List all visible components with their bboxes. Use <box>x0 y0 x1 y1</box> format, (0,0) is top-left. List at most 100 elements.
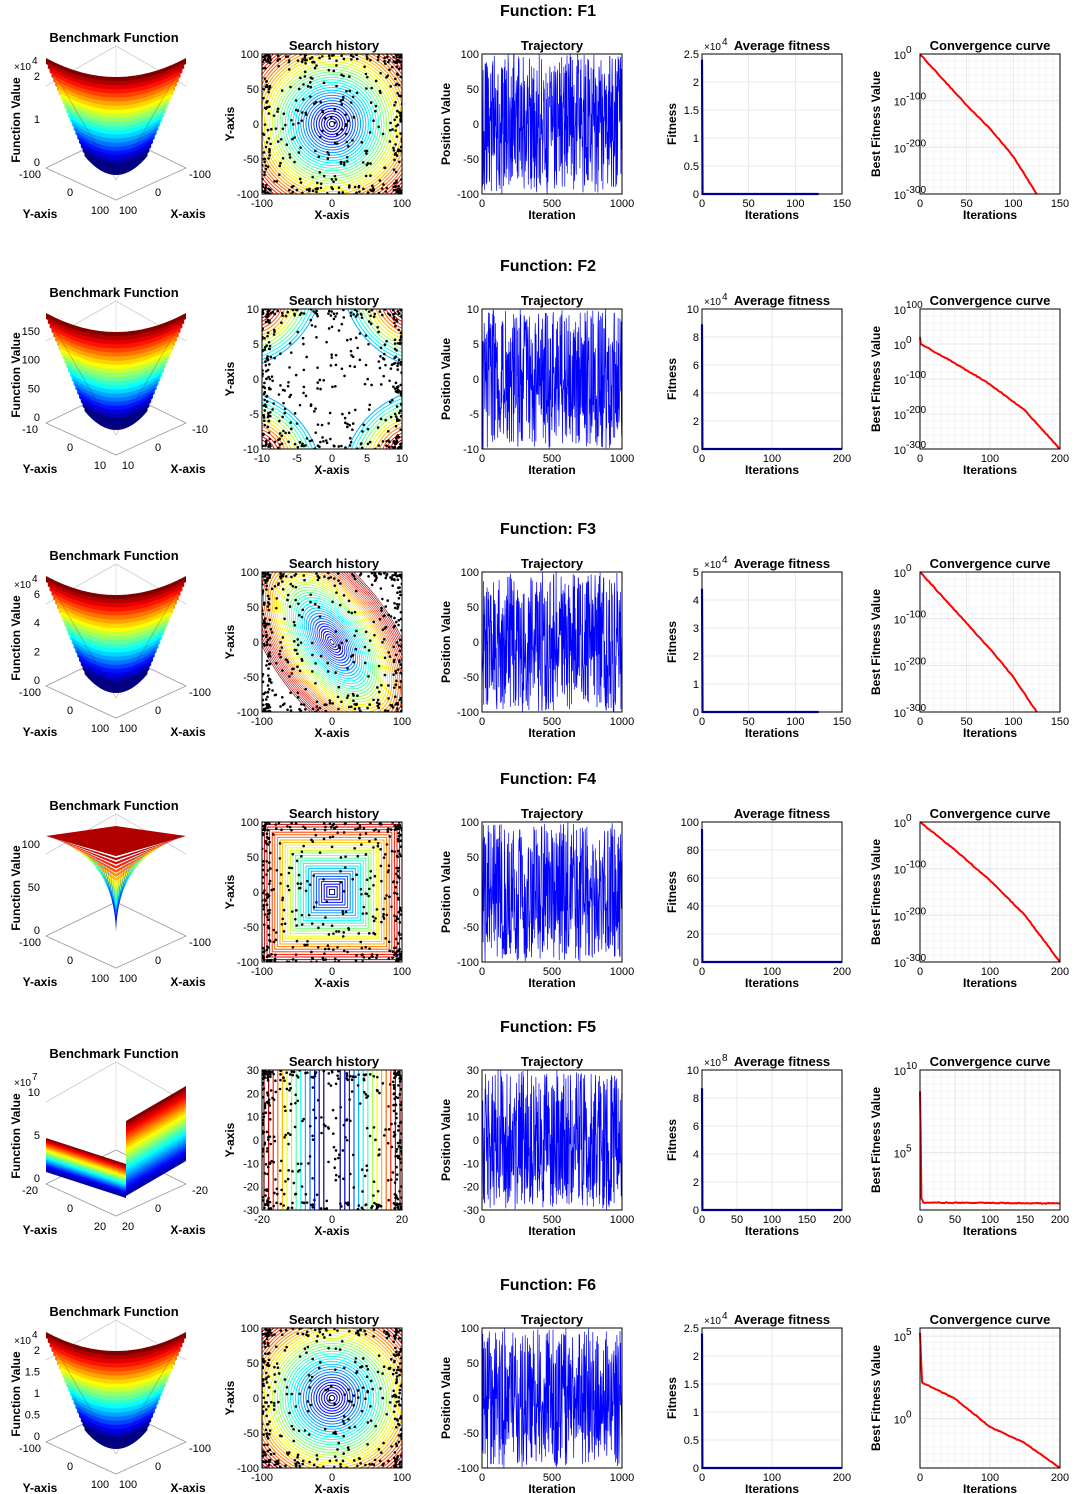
search-point <box>382 638 386 641</box>
search-point <box>342 831 346 834</box>
contour-line <box>365 309 402 346</box>
search-point <box>344 855 347 858</box>
search-point <box>372 883 375 887</box>
search-point <box>262 1199 265 1202</box>
search-point <box>264 635 268 639</box>
contour-line <box>262 426 285 449</box>
search-point <box>357 1396 360 1399</box>
search-point <box>342 1434 345 1438</box>
search-point <box>287 1142 290 1146</box>
search-point <box>274 693 278 697</box>
search-point <box>266 1361 270 1365</box>
x-tick-label: 0 <box>917 198 923 210</box>
search-point <box>396 149 400 153</box>
search-point <box>264 849 268 853</box>
search-point <box>363 382 367 386</box>
search-point <box>379 1387 382 1390</box>
search-point <box>384 937 388 940</box>
search-point <box>293 442 297 446</box>
contour-line <box>262 309 310 357</box>
x-axis-label: Iteration <box>528 1224 575 1238</box>
search-point <box>297 121 300 125</box>
search-point <box>345 89 348 93</box>
search-point <box>399 1077 402 1081</box>
y-axis-label: Y-axis <box>223 106 237 141</box>
search-point <box>318 378 322 382</box>
search-point <box>312 310 315 313</box>
search-point <box>357 1332 360 1336</box>
search-point <box>265 439 268 443</box>
contour-line <box>295 597 369 687</box>
y-tick-label: 50 <box>247 852 259 864</box>
search-point <box>298 1464 302 1468</box>
search-point <box>393 914 396 918</box>
search-point <box>358 190 361 193</box>
search-point <box>275 868 279 872</box>
search-point <box>274 1178 277 1181</box>
x-tick-label: 100 <box>119 205 137 217</box>
search-point <box>262 416 266 419</box>
panel-title: Average fitness <box>734 806 830 821</box>
search-point <box>285 1071 288 1075</box>
search-point <box>374 104 378 108</box>
search-point <box>365 1126 369 1130</box>
x-tick-label: 0 <box>479 1214 485 1226</box>
search-point <box>291 137 294 141</box>
contour-line <box>262 309 292 339</box>
search-point <box>310 641 314 645</box>
search-point <box>350 573 354 576</box>
search-point <box>356 854 360 858</box>
search-point <box>287 888 291 892</box>
search-point <box>388 895 391 898</box>
x-tick-label: -20 <box>254 1214 270 1226</box>
y-tick-label: 50 <box>247 84 259 96</box>
search-point <box>333 826 337 829</box>
search-point <box>347 411 351 415</box>
search-point <box>395 115 398 119</box>
y-tick-label: -10 <box>463 444 479 456</box>
x-tick-label: 0 <box>479 1472 485 1484</box>
search-point <box>292 184 295 188</box>
x-axis-label: X-axis <box>170 1223 206 1237</box>
search-point <box>295 924 298 927</box>
search-point <box>332 312 336 315</box>
search-point <box>333 141 337 145</box>
search-point <box>369 1405 372 1408</box>
search-point <box>268 105 271 109</box>
search-point <box>361 912 365 915</box>
search-point <box>281 896 285 900</box>
y-tick-label: 100 <box>241 49 259 61</box>
search-point <box>393 1122 397 1125</box>
search-point <box>398 1139 402 1142</box>
search-point <box>324 1124 327 1128</box>
search-point <box>395 1444 399 1448</box>
search-point <box>381 1372 384 1375</box>
search-point <box>387 1105 390 1108</box>
surface-band <box>84 668 148 693</box>
search-point <box>380 313 384 317</box>
search-point <box>288 188 291 192</box>
search-point <box>279 1329 283 1332</box>
search-point <box>308 1124 312 1128</box>
search-point <box>290 1424 294 1428</box>
search-point <box>262 414 266 417</box>
search-point <box>264 630 268 634</box>
contour-line <box>262 572 402 712</box>
search-point <box>390 905 393 909</box>
search-point <box>288 605 292 608</box>
contour-line <box>262 572 402 712</box>
search-point <box>331 54 334 57</box>
search-point <box>262 133 266 136</box>
search-point <box>392 1340 395 1344</box>
search-point <box>275 1201 278 1205</box>
search-point <box>342 1123 346 1127</box>
search-point <box>263 1450 266 1454</box>
search-point <box>395 390 398 394</box>
search-point <box>264 1453 267 1457</box>
search-point <box>398 1373 401 1377</box>
contour-line <box>271 831 393 953</box>
search-point <box>388 58 391 62</box>
y-axis-label: Position Value <box>439 1099 453 1181</box>
search-point <box>378 690 381 694</box>
